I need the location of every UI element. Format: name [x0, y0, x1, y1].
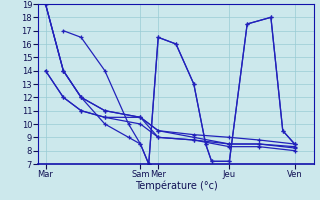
X-axis label: Température (°c): Température (°c) [135, 181, 217, 191]
